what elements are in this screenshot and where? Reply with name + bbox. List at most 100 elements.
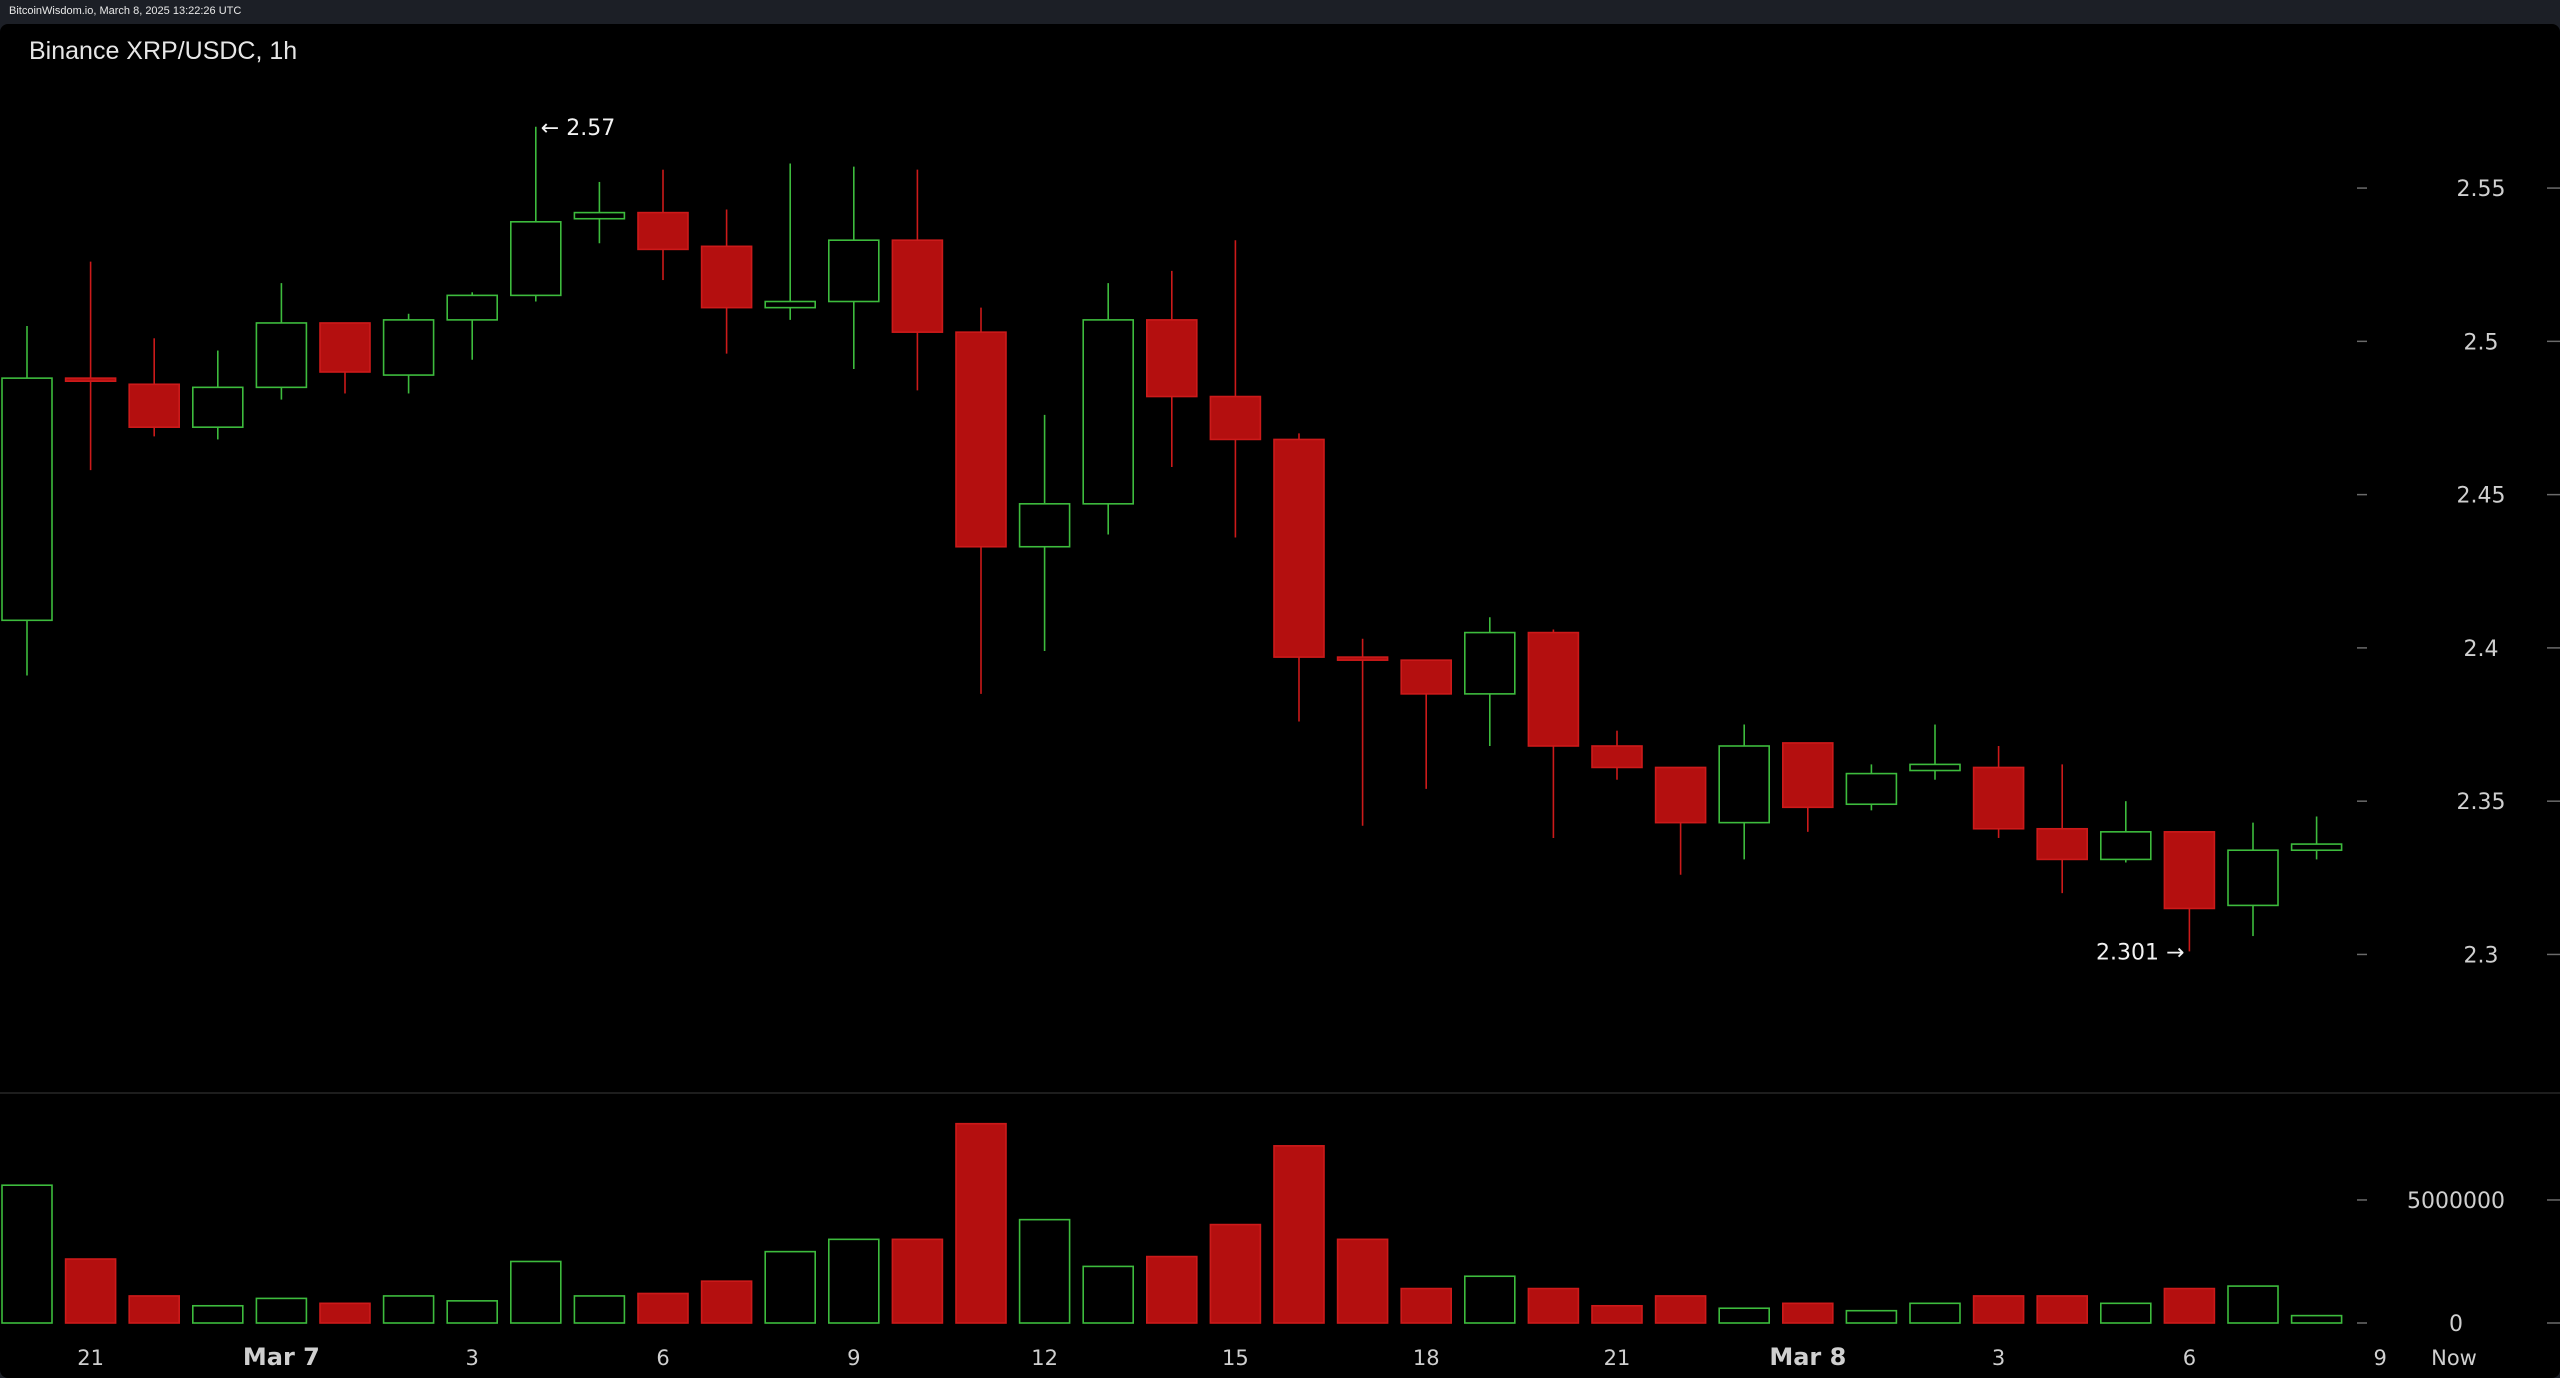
candle xyxy=(2036,764,2088,894)
price-extreme-annotation: 2.301 → xyxy=(2096,940,2184,965)
candle-body-down xyxy=(1273,438,1325,658)
candle-body-up xyxy=(2227,849,2279,907)
volume-tick-label: 0 xyxy=(2449,1312,2463,1337)
candle-body-up xyxy=(382,319,435,376)
candle xyxy=(1,326,53,676)
volume-bar-up xyxy=(382,1295,435,1324)
volume-bar-up xyxy=(255,1297,308,1324)
candle xyxy=(573,181,626,244)
volume-bar-down xyxy=(2036,1295,2088,1324)
chart-title: Binance XRP/USDC, 1h xyxy=(29,37,297,65)
candle-body-up xyxy=(509,220,562,297)
volume-bar-down xyxy=(1972,1295,2025,1324)
volume-bar-down xyxy=(955,1122,1007,1324)
candlestick-chart: Binance XRP/USDC, 1h 2.32.352.42.452.52.… xyxy=(0,37,2560,1371)
volume-bar-down xyxy=(128,1295,180,1324)
candle-body-up xyxy=(255,322,308,389)
source-bar: BitcoinWisdom.io, March 8, 2025 13:22:26… xyxy=(0,0,2560,24)
volume-bar-down xyxy=(319,1302,371,1324)
volume-bar-up xyxy=(827,1238,880,1324)
candle-body-down xyxy=(2163,831,2216,910)
volume-bar-up xyxy=(446,1300,499,1324)
candle xyxy=(1018,414,1071,651)
volume-bar-up xyxy=(1,1184,53,1324)
candle-body-up xyxy=(1845,772,1898,806)
volume-bar-up xyxy=(1845,1309,1898,1324)
time-tick-label: 3 xyxy=(1992,1346,2005,1370)
time-tick-label: 9 xyxy=(847,1346,860,1370)
candle xyxy=(955,307,1007,694)
candle-body-up xyxy=(446,294,499,321)
candle-body-down xyxy=(1972,766,2025,830)
candle xyxy=(255,283,308,400)
candle xyxy=(2100,801,2152,863)
volume-bar-down xyxy=(1400,1287,1452,1324)
volume-bar-down xyxy=(1527,1287,1580,1324)
price-extreme-annotation: ← 2.57 xyxy=(541,116,615,141)
candle xyxy=(509,126,562,302)
candle xyxy=(1082,283,1134,535)
candle xyxy=(637,169,689,281)
time-tick-label: 9 xyxy=(2374,1346,2387,1370)
candle-body-down xyxy=(128,383,180,428)
candle xyxy=(1273,433,1325,722)
time-tick-label: 21 xyxy=(1604,1346,1631,1370)
price-tick-label: 2.5 xyxy=(2464,330,2499,355)
volume-bar-up xyxy=(2100,1302,2152,1324)
volume-bar-down xyxy=(64,1258,117,1324)
candle-body-down xyxy=(955,331,1007,548)
candle xyxy=(128,338,180,437)
volume-bar-down xyxy=(2163,1287,2216,1324)
volume-bar-up xyxy=(2227,1285,2279,1324)
candle-body-up xyxy=(1018,503,1071,548)
volume-tick-label: 5000000 xyxy=(2407,1189,2505,1214)
volume-bar-up xyxy=(1464,1275,1516,1324)
candle xyxy=(1972,745,2025,838)
time-tick-label: 18 xyxy=(1413,1346,1440,1370)
candle-body-up xyxy=(1718,745,1770,824)
volume-bar-down xyxy=(1336,1238,1389,1324)
candle xyxy=(1782,742,1834,832)
candle-body-up xyxy=(1,377,53,622)
candle-body-down xyxy=(637,211,689,251)
price-annotations: ← 2.57 2.301 → xyxy=(541,116,2185,966)
candle xyxy=(2227,822,2279,937)
time-tick-label: 21 xyxy=(77,1346,104,1370)
time-tick-label: 15 xyxy=(1222,1346,1249,1370)
candle-body-down xyxy=(2036,827,2088,861)
volume-bar-up xyxy=(1018,1218,1071,1324)
candle xyxy=(1591,730,1643,780)
volume-bar-down xyxy=(637,1292,689,1324)
price-tick-label: 2.35 xyxy=(2457,790,2506,815)
candle xyxy=(1209,240,1262,538)
candle-body-up xyxy=(827,239,880,303)
volume-bar-up xyxy=(1082,1265,1134,1324)
candle xyxy=(1464,617,1516,746)
candle xyxy=(192,350,244,440)
volume-bar-up xyxy=(573,1295,626,1324)
candle-body-down xyxy=(1591,745,1643,769)
time-tick-label: 6 xyxy=(656,1346,669,1370)
volume-bar-down xyxy=(1782,1302,1834,1324)
volume-bar-down xyxy=(1273,1145,1325,1324)
candle-body-up xyxy=(192,386,244,428)
volume-bar-down xyxy=(1591,1304,1643,1324)
candle-body-up xyxy=(2290,843,2343,852)
time-axis: 21 Mar 7 3 6 9 12 15 18 21 Mar 8 3 6 9 Now xyxy=(77,1343,2477,1371)
candle xyxy=(700,209,753,354)
candle xyxy=(382,313,435,394)
candle xyxy=(1527,629,1580,838)
volume-bar-down xyxy=(700,1280,753,1324)
candle-body-down xyxy=(1336,656,1389,661)
candle xyxy=(764,163,817,320)
candle-body-up xyxy=(1464,631,1516,695)
candle xyxy=(1336,638,1389,826)
candle xyxy=(446,292,499,360)
candle xyxy=(1146,270,1198,468)
volume-bar-down xyxy=(891,1238,944,1324)
volume-bar-up xyxy=(1718,1307,1770,1324)
candle xyxy=(1400,659,1452,789)
volume-bar-up xyxy=(509,1260,562,1324)
time-tick-label: 12 xyxy=(1031,1346,1058,1370)
time-tick-label: Mar 8 xyxy=(1769,1343,1846,1371)
